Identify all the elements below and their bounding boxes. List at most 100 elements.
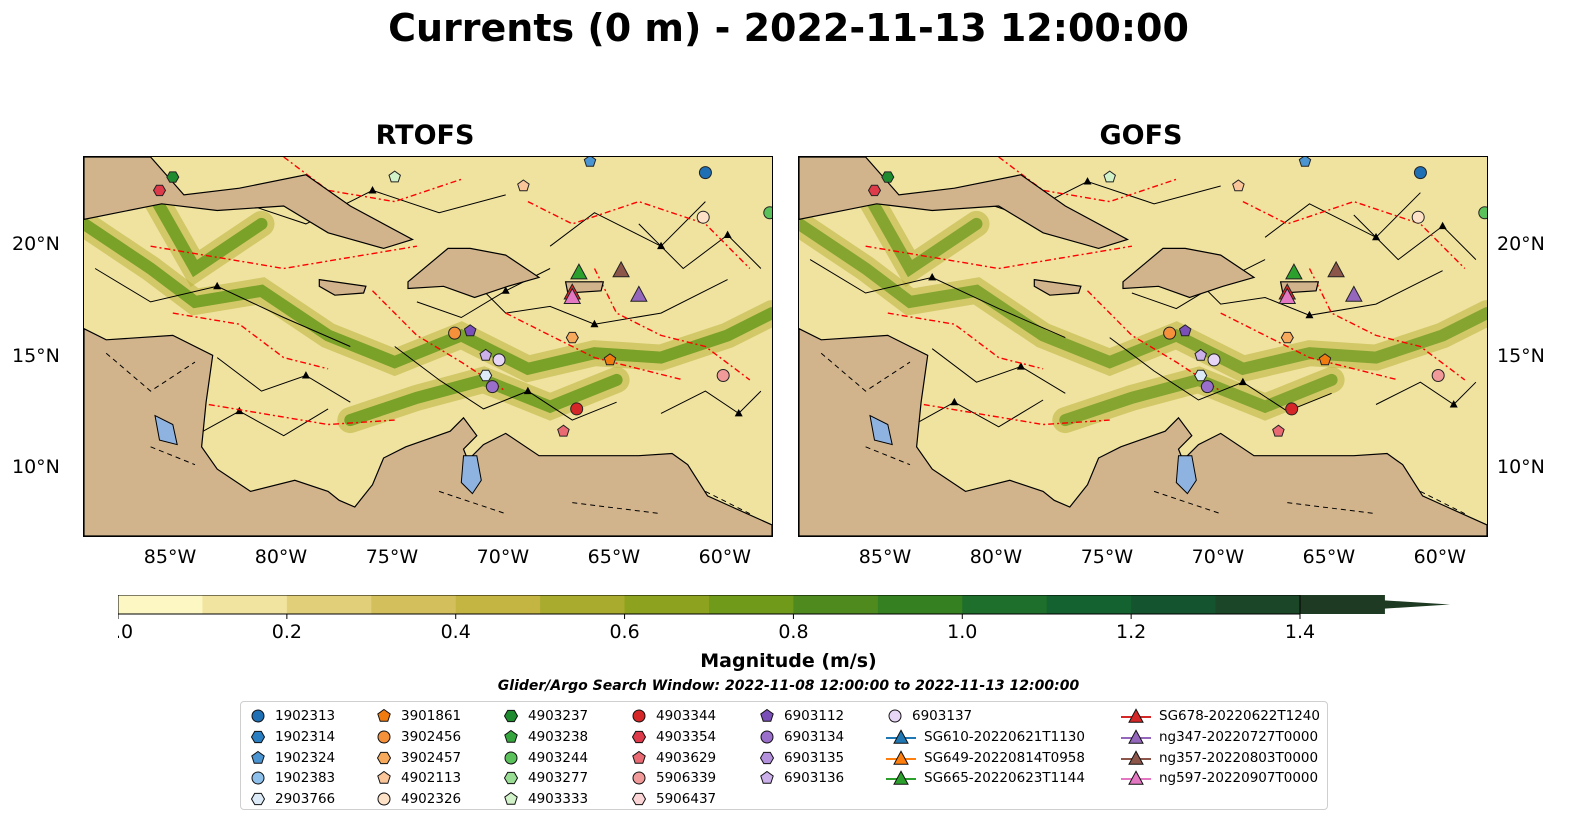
legend-marker (632, 771, 646, 785)
colorbar-tick-label: 1.2 (1116, 621, 1146, 643)
lat-tick-label-right: 15°N (1497, 344, 1545, 367)
legend-column: 1902313 1902314 1902324 1902383 2903766 (249, 706, 335, 809)
lon-tick-label: 80°W (254, 546, 308, 568)
lon-tick-label: 70°W (476, 546, 530, 568)
legend-entry: ng347-20220727T0000 (1121, 727, 1320, 748)
colorbar-tick-label: 0.6 (609, 621, 639, 643)
colorbar-tick-label: 1.0 (947, 621, 977, 643)
legend-column: 4903344 4903354 4903629 5906339 5906437 (630, 706, 716, 809)
colorbar-segment (118, 595, 203, 614)
legend-label: 4903354 (656, 729, 717, 746)
colorbar-label: Magnitude (m/s) (700, 650, 877, 672)
eez-boundary (150, 245, 418, 270)
float-marker-4903354 (867, 184, 882, 197)
legend-label: 4903629 (656, 749, 717, 766)
legend-entry: 4903277 (502, 768, 588, 789)
lon-tick-label: 70°W (1191, 546, 1245, 568)
country-border (572, 502, 662, 515)
legend-label: ng347-20220727T0000 (1159, 729, 1319, 746)
legend-entry: 6903136 (758, 768, 844, 789)
colorbar-segment (1131, 595, 1217, 614)
legend-label: ng597-20220907T0000 (1159, 770, 1319, 787)
eez-boundary (172, 312, 329, 370)
legend-marker (251, 750, 265, 764)
float-marker-SG665-20220623T1144 (570, 263, 588, 280)
float-marker-6903137 (1207, 353, 1221, 367)
legend-entry: SG649-20220814T0958 (886, 747, 1085, 768)
legend-marker (250, 792, 266, 806)
float-marker-3902456 (1163, 326, 1177, 340)
legend-entry: 2903766 (249, 789, 335, 810)
streamline-arrow (590, 319, 599, 328)
current-jet-core (799, 217, 1487, 376)
legend-marker (631, 730, 647, 744)
colorbar-segment (286, 595, 372, 614)
legend-label: 5906339 (656, 770, 717, 787)
legend-marker (759, 751, 775, 764)
legend-marker (760, 709, 774, 723)
legend-label: 4902326 (401, 791, 462, 808)
lon-tick-label: 85°W (143, 546, 197, 568)
legend-label: SG665-20220623T1144 (924, 770, 1085, 787)
legend-marker (377, 730, 391, 744)
legend-marker (504, 751, 518, 765)
colorbar-segment (1046, 595, 1132, 614)
float-marker-3901861 (603, 353, 617, 366)
float-marker-3902457 (1280, 331, 1294, 344)
streamline-arrow (657, 241, 666, 250)
land (84, 157, 415, 250)
legend-entry: 6903135 (758, 747, 844, 768)
streamline (460, 268, 728, 325)
streamline-arrow (368, 186, 377, 194)
search-window-caption: Glider/Argo Search Window: 2022-11-08 12… (497, 678, 1080, 694)
eez-boundary (593, 268, 751, 381)
float-marker-4903333 (1103, 170, 1116, 183)
lat-tick-label-left: 10°N (12, 456, 60, 479)
legend-entry (886, 789, 1085, 810)
legend-entry: 4903238 (502, 727, 588, 748)
legend-entry: SG610-20220621T1130 (886, 727, 1085, 748)
legend-column: 4903237 4903238 4903244 4903277 4903333 (502, 706, 588, 809)
gofs-map (798, 156, 1488, 537)
float-marker-4903244 (763, 206, 772, 220)
colorbar-tick-label: 0.2 (272, 621, 302, 643)
eez-boundary (527, 200, 751, 269)
streamline-arrow (1305, 310, 1314, 319)
legend-marker (758, 790, 776, 808)
float-marker-4903629 (557, 424, 570, 437)
colorbar-segment (455, 595, 541, 614)
legend-column: 6903137 SG610-20220621T1130 SG649-20220814… (886, 706, 1085, 809)
colorbar-tick-label: 1.4 (1285, 621, 1315, 643)
streamline (660, 390, 762, 415)
float-marker-4902113 (517, 179, 530, 192)
legend-marker (377, 771, 391, 785)
country-border (1153, 490, 1221, 515)
land (407, 247, 541, 299)
legend-label: 4903238 (528, 729, 589, 746)
streamline (931, 348, 1066, 394)
colorbar-tick-label: 0.4 (441, 621, 471, 643)
legend-entry: ng597-20220907T0000 (1121, 768, 1320, 789)
float-marker-6903137 (492, 353, 506, 367)
lon-tick-label: 60°W (1413, 546, 1467, 568)
lon-tick-label: 65°W (587, 546, 641, 568)
legend-label: 6903112 (784, 708, 845, 725)
legend-entry (758, 789, 844, 810)
legend-label: 3902456 (401, 729, 462, 746)
legend-marker (888, 709, 902, 723)
legend-label: 1902324 (275, 749, 336, 766)
lon-tick-label: 60°W (698, 546, 752, 568)
legend-marker (251, 771, 265, 785)
legend-entry: 4903333 (502, 789, 588, 810)
streamline (1175, 259, 1443, 316)
lake (460, 455, 482, 495)
lake (869, 414, 893, 446)
colorbar-segment (540, 595, 626, 614)
country-border (820, 352, 911, 392)
float-marker-3902457 (565, 331, 579, 344)
lon-tick-label: 85°W (858, 546, 912, 568)
float-marker-1902324 (1298, 157, 1312, 167)
float-marker-4902326 (696, 210, 710, 224)
legend-marker (503, 772, 519, 785)
streamline-arrow (213, 281, 222, 290)
